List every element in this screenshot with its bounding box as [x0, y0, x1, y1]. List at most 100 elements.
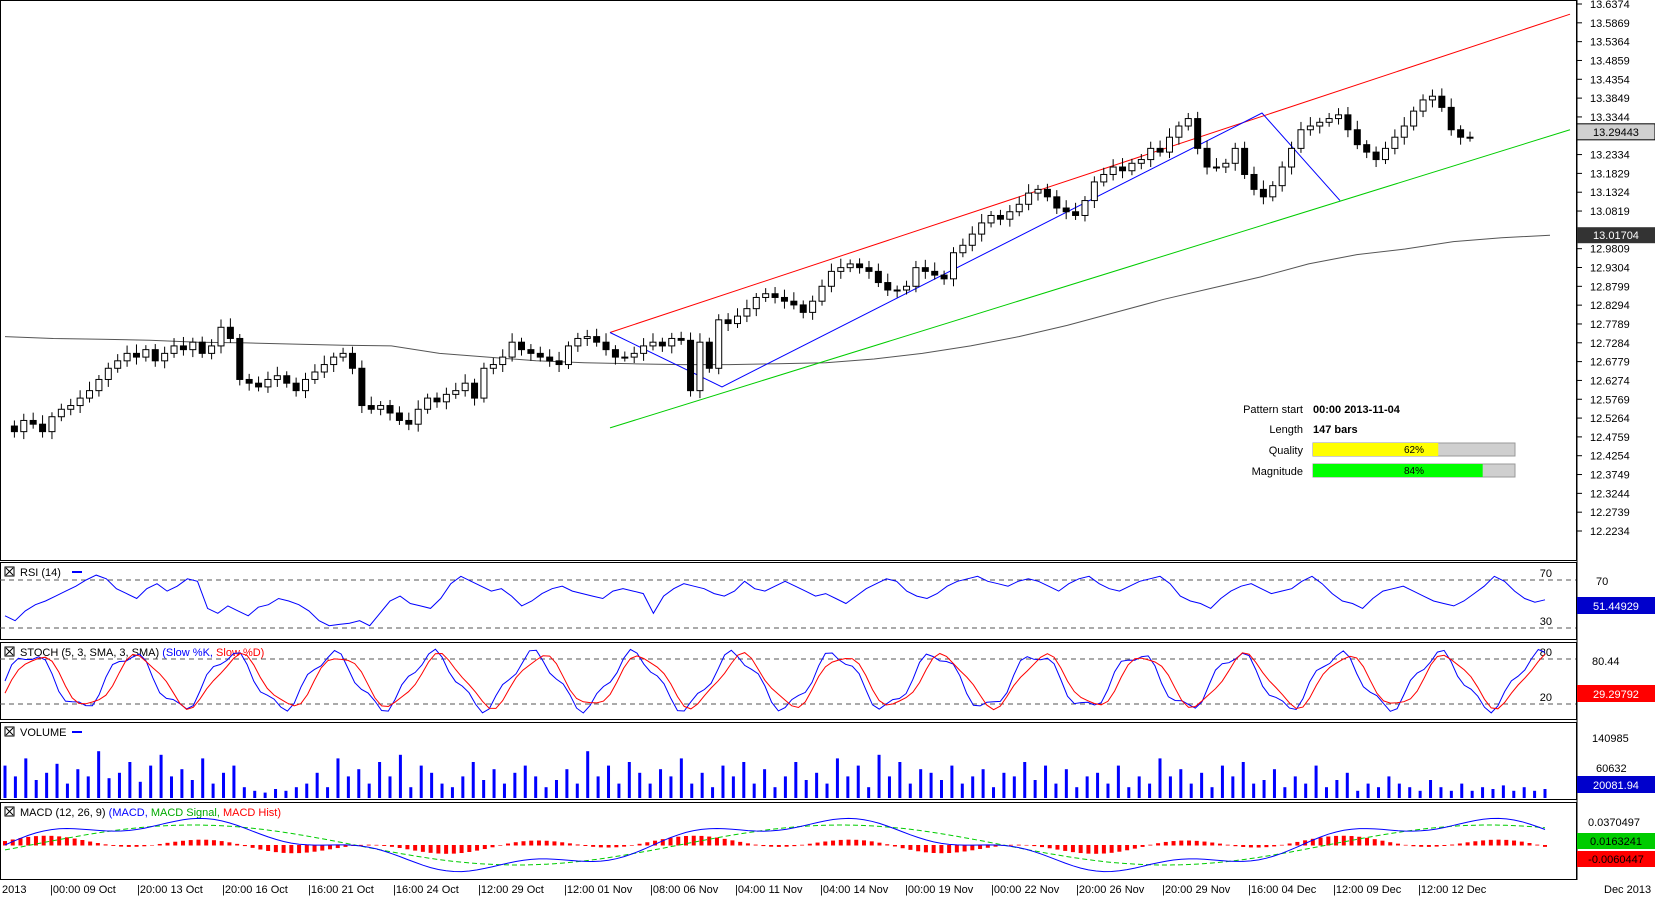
volume-panel-frame: [0, 722, 1577, 800]
rsi-current-value: 51.44929: [1593, 601, 1639, 613]
macd-hist-bar: [258, 845, 263, 850]
macd-hist-bar: [885, 844, 890, 846]
pattern-info: Pattern start 00:00 2013-11-04 Length 14…: [1243, 404, 1516, 478]
volume-bar: [138, 781, 142, 798]
macd-hist-bar: [204, 839, 209, 846]
macd-hist-bar: [575, 844, 580, 846]
candle: [358, 367, 366, 407]
macd-hist-bar: [1132, 845, 1137, 849]
macd-hist-bar: [784, 845, 789, 847]
volume-bar: [1179, 769, 1183, 798]
macd-hist-bar: [1279, 844, 1284, 846]
macd-close-icon-stroke2: [5, 807, 14, 816]
volume-bar: [1543, 789, 1547, 798]
time-axis-label: 2013: [2, 884, 26, 896]
volume-bar: [950, 765, 954, 798]
price-tick-label: 13.0819: [1590, 206, 1630, 218]
price-tick-label: 13.6374: [1590, 0, 1630, 11]
candle: [292, 382, 300, 392]
macd-hist-bar: [1163, 841, 1168, 846]
volume-bar: [607, 765, 611, 798]
macd-hist-bar: [366, 844, 371, 846]
candle: [771, 293, 779, 298]
candle: [461, 382, 469, 392]
macd-hist-bar: [931, 845, 936, 854]
macd-hist-bar: [1395, 843, 1400, 846]
candle: [1100, 173, 1108, 183]
macd-hist-bar: [1032, 845, 1037, 847]
volume-bar: [1522, 787, 1526, 798]
macd-hist-bar: [1287, 843, 1292, 846]
macd-hist-bar: [1078, 845, 1083, 854]
macd-hist-bar: [939, 845, 944, 854]
candle: [546, 356, 554, 362]
moving-average-line: [4, 234, 1551, 366]
candle: [921, 267, 929, 272]
macd-hist-bar: [985, 845, 990, 848]
rsi-axis-tick: 70: [1596, 576, 1608, 588]
volume-bar: [1304, 783, 1308, 798]
macd-hist-bar: [1039, 845, 1044, 848]
macd-hist-bar: [892, 845, 897, 847]
volume-bar: [1231, 776, 1235, 798]
candle: [940, 274, 948, 280]
macd-hist-bar: [807, 843, 812, 846]
candle: [734, 315, 741, 325]
volume-bar: [534, 776, 538, 798]
macd-hist-bar: [1101, 845, 1106, 854]
volume-bar: [1127, 787, 1131, 798]
candle: [1043, 188, 1051, 198]
macd-hist-bar: [180, 840, 185, 846]
candle: [1410, 110, 1418, 127]
pattern-start-label: Pattern start: [1243, 404, 1303, 416]
volume-bar: [1387, 776, 1391, 798]
volume-current-value: 20081.94: [1593, 780, 1639, 792]
macd-histogram: [3, 835, 1547, 854]
macd-hist-bar: [861, 840, 866, 846]
volume-bar: [263, 792, 267, 798]
volume-bar: [1200, 772, 1204, 798]
volume-bar: [502, 783, 506, 798]
volume-bar: [1012, 776, 1016, 798]
volume-bar: [1252, 783, 1256, 798]
candle: [471, 382, 479, 399]
candle: [1241, 147, 1249, 175]
quality-value: 62%: [1404, 445, 1424, 456]
current-price-value: 13.29443: [1593, 127, 1639, 139]
macd-hist-bar: [211, 840, 216, 846]
volume-bar: [284, 790, 288, 798]
volume-bar: [1033, 780, 1037, 798]
candle: [480, 367, 488, 399]
macd-hist-bar: [1411, 845, 1416, 847]
volume-bar: [1533, 790, 1537, 798]
macd-hist-bar: [1016, 844, 1021, 846]
macd-hist-bar: [3, 841, 7, 846]
candle: [217, 326, 225, 347]
volume-bar: [1054, 783, 1058, 798]
macd-hist-bar: [1403, 844, 1408, 846]
candle: [1025, 192, 1033, 205]
candle: [1400, 125, 1408, 138]
volume-bar: [1449, 790, 1453, 798]
volume-bar: [992, 787, 996, 798]
volume-bar: [1481, 787, 1485, 798]
time-axis-label: |16:00 04 Dec: [1248, 884, 1317, 896]
macd-hist-bar: [1202, 841, 1207, 846]
candle: [386, 405, 394, 414]
price-tick-label: 12.5264: [1590, 413, 1630, 425]
macd-hist-bar: [838, 839, 843, 846]
candle: [602, 341, 610, 351]
candle: [846, 263, 854, 269]
candle: [640, 345, 648, 354]
volume-bar: [388, 776, 392, 798]
macd-hist-bar: [382, 845, 387, 846]
volume-bar: [107, 778, 111, 798]
volume-bar: [1189, 783, 1193, 798]
macd-hist-bar: [126, 845, 131, 847]
macd-hist-bar: [761, 845, 766, 847]
volume-bar: [1377, 787, 1381, 798]
rsi-panel: RSI (14) 70 30 70 51.44929: [0, 566, 1655, 629]
volume-bar: [492, 769, 496, 798]
macd-hist-bar: [653, 840, 658, 846]
macd-hist-bar: [312, 845, 317, 852]
